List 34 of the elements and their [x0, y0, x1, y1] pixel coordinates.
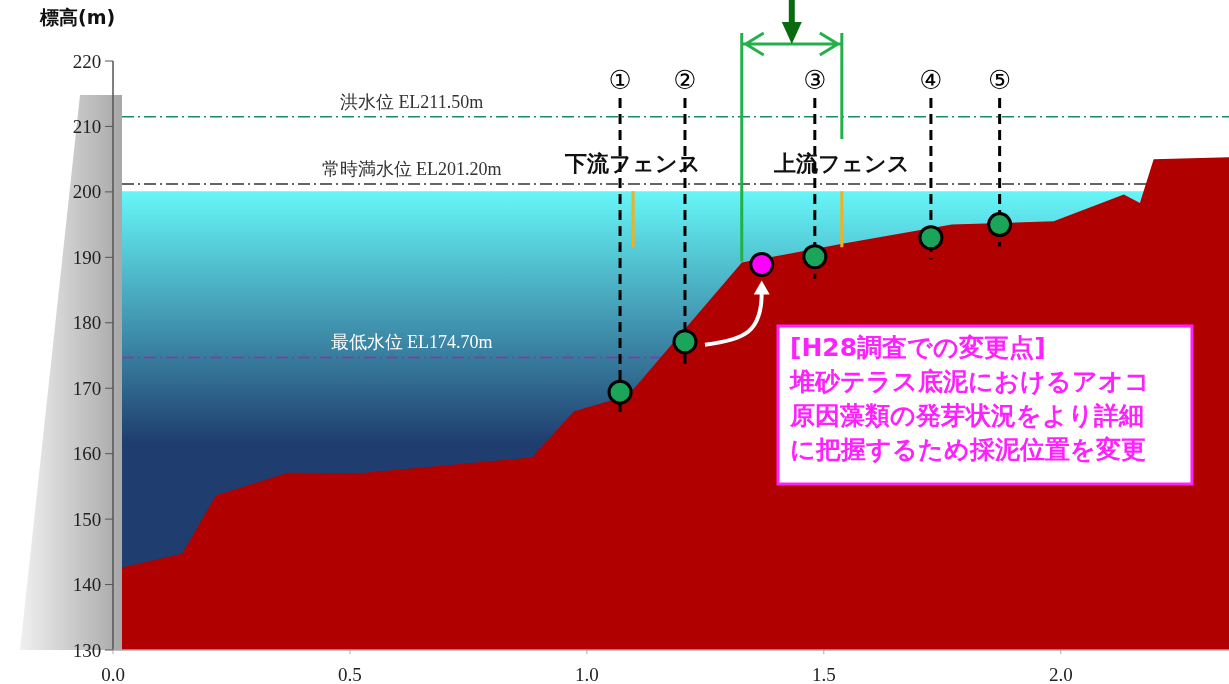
x-tick-label: 0.5: [338, 663, 362, 684]
point: [672, 329, 698, 355]
y-tick-label: 160: [72, 443, 102, 465]
y-tick-label: 220: [72, 50, 102, 72]
point: [607, 379, 633, 405]
y-tick-label: 170: [72, 377, 102, 399]
x-tick-label: 0.0: [101, 663, 125, 684]
point: [749, 252, 775, 278]
x-tick-label: 1.5: [811, 663, 836, 684]
annotation: ⑤: [987, 65, 1012, 95]
annotation: ③: [803, 65, 827, 95]
y-tick-label: 140: [72, 574, 102, 596]
x-tick-label: 2.0: [1048, 663, 1073, 684]
annotation: ④: [919, 65, 943, 95]
annotation: ②: [673, 65, 697, 95]
point: [987, 212, 1013, 238]
x-tick-label: 1.0: [575, 663, 599, 684]
point: [802, 244, 828, 270]
ref-line-label: 常時満水位 EL201.20m: [321, 159, 502, 180]
y-tick-label: 150: [72, 508, 102, 530]
annotation: 下流フェンス: [564, 151, 702, 177]
annotation: ①: [608, 65, 632, 95]
y-tick-label: 210: [72, 115, 102, 137]
y-tick-label: 190: [72, 246, 102, 268]
annotation: [H28調査での変更点]: [790, 333, 1046, 362]
y-axis-title: 標高(m): [39, 6, 116, 28]
annotation: 堆砂テラス底泥におけるアオコ原因藻類の発芽状況をより詳細に把握するため採泥位置を変更: [788, 367, 1150, 464]
ref-line-label: 最低水位 EL174.70m: [330, 332, 493, 353]
annotation: 上流フェンス: [772, 151, 910, 177]
y-tick-label: 200: [72, 181, 102, 203]
point: [918, 225, 944, 251]
y-tick-label: 180: [72, 312, 102, 334]
ref-line-label: 洪水位 EL211.50m: [339, 91, 484, 112]
y-tick-label: 130: [72, 639, 102, 661]
